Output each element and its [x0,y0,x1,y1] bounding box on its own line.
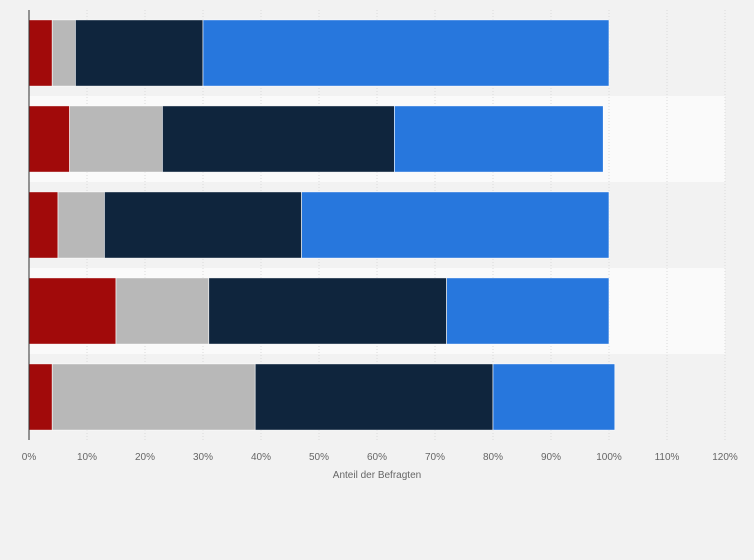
x-tick-label: 30% [193,452,213,463]
bar-segment[interactable] [28,277,117,345]
bar-segment[interactable] [75,19,204,87]
bar-segment[interactable] [28,105,70,173]
x-tick-label: 40% [251,452,271,463]
x-tick-label: 0% [22,452,37,463]
x-tick-label: 110% [655,452,680,463]
x-tick-label: 80% [483,452,503,463]
bar-segment[interactable] [202,19,610,87]
bar-segment[interactable] [104,191,302,259]
bar-segment[interactable] [57,191,105,259]
x-tick-label: 10% [77,452,97,463]
x-tick-label: 70% [425,452,445,463]
bar-segment[interactable] [28,191,59,259]
bar-segment[interactable] [51,19,76,87]
bar-segment[interactable] [208,277,447,345]
x-tick-label: 100% [596,452,622,463]
bar-segment[interactable] [254,363,494,431]
x-axis-title: Anteil der Befragten [333,470,421,481]
bar-segment[interactable] [115,277,210,345]
bar-segment[interactable] [492,363,616,431]
x-tick-label: 120% [712,452,738,463]
bar-segment[interactable] [446,277,610,345]
x-tick-label: 50% [309,452,329,463]
bar-segment[interactable] [28,363,53,431]
x-tick-label: 20% [135,452,155,463]
bar-segment[interactable] [51,363,256,431]
bar-segment[interactable] [394,105,604,173]
bar-segment[interactable] [69,105,163,173]
bar-segment[interactable] [28,19,53,87]
bar-segment[interactable] [162,105,395,173]
bars [28,19,616,431]
x-tick-label: 60% [367,452,387,463]
x-tick-labels: 0% 10% 20% 30% 40% 50% 60% 70% 80% 90% 100% 110% 120… [22,452,738,463]
x-tick-label: 90% [541,452,561,463]
bar-segment[interactable] [301,191,610,259]
